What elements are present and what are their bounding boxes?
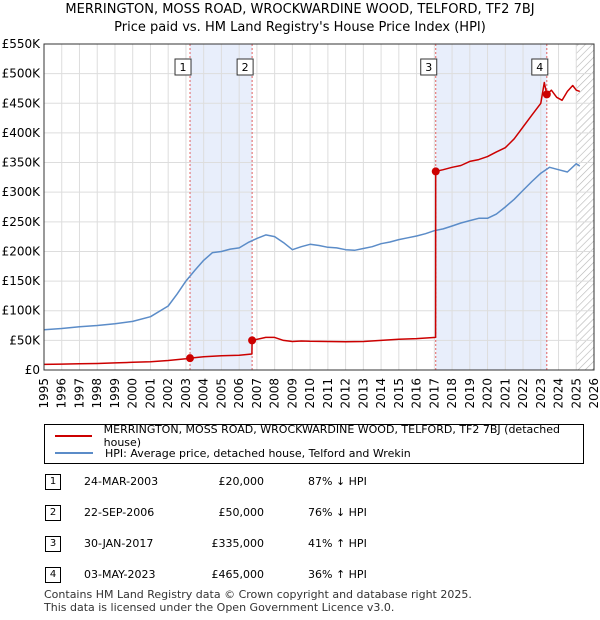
sale-label-box [174,58,192,76]
sale-number-badge: 1 [45,474,61,490]
footer-attribution: Contains HM Land Registry data © Crown c… [44,588,472,614]
future-hatch [576,44,594,370]
y-tick-label: £500K [2,67,42,81]
sale-price: £20,000 [218,475,265,488]
sale-marker [542,90,551,99]
y-tick-label: £300K [2,185,42,199]
x-tick-label: 2020 [481,378,495,409]
x-tick-label: 2021 [498,378,512,409]
sale-number-badge: 2 [45,505,61,521]
sale-hpi-comparison: 41% ↑ HPI [308,537,367,550]
legend-swatch-hpi [55,452,93,454]
x-tick-label: 2019 [463,378,477,409]
sale-price: £50,000 [218,506,265,519]
x-tick-label: 1999 [108,378,122,409]
table-row: 1 24-MAR-2003 £20,000 87% ↓ HPI [44,474,404,490]
sale-label: 3 [420,58,438,76]
sale-date: 03-MAY-2023 [84,568,156,581]
x-tick-label: 2023 [534,378,548,409]
chart-title-line1: MERRINGTON, MOSS ROAD, WROCKWARDINE WOOD… [65,2,535,17]
chart-title-line2: Price paid vs. HM Land Registry's House … [114,20,486,35]
sale-label-box [531,58,549,76]
chart-legend: MERRINGTON, MOSS ROAD, WROCKWARDINE WOOD… [44,423,584,464]
x-tick-label: 2026 [587,378,600,409]
sale-label: 4 [531,58,549,76]
x-tick-label: 2013 [356,378,370,409]
sale-label: 2 [236,58,254,76]
x-tick-label: 2016 [410,378,424,409]
y-tick-label: £250K [2,215,42,229]
x-tick-label: 2012 [339,378,353,409]
x-tick-label: 2007 [250,378,264,409]
x-tick-label: 2001 [143,378,157,409]
x-tick-label: 2010 [303,378,317,409]
sale-label-text: 3 [425,61,432,74]
x-tick-label: 2009 [285,378,299,409]
y-tick-label: £100K [2,304,42,318]
sale-label-box [420,58,438,76]
x-tick-label: 2006 [232,378,246,409]
x-tick-label: 2004 [197,378,211,409]
footer-line1: Contains HM Land Registry data © Crown c… [44,588,472,601]
footer-line2: This data is licensed under the Open Gov… [44,601,395,614]
sale-label-text: 2 [242,61,249,74]
sale-date: 30-JAN-2017 [84,537,154,550]
sale-label-box [236,58,254,76]
x-tick-label: 1996 [55,378,69,409]
x-tick-label: 2003 [179,378,193,409]
x-tick-label: 2024 [552,378,566,409]
x-tick-label: 2002 [161,378,175,409]
sale-date: 22-SEP-2006 [84,506,155,519]
sale-number-badge: 3 [45,536,61,552]
sale-number-badge: 4 [45,567,61,583]
y-tick-label: £400K [2,126,42,140]
sale-label: 1 [174,58,192,76]
ownership-shade [435,44,547,370]
sale-hpi-comparison: 76% ↓ HPI [308,506,367,519]
x-tick-label: 1995 [37,378,51,409]
chart-area: 1 2 3 4 £0 £50K £100K £150K £200K £250K £300K £350… [2,37,600,409]
sale-date: 24-MAR-2003 [84,475,159,488]
x-tick-label: 1997 [72,378,86,409]
sale-marker [248,336,257,345]
legend-label-hpi: HPI: Average price, detached house, Telf… [105,446,411,460]
y-tick-label: £0 [25,363,40,377]
sale-hpi-comparison: 87% ↓ HPI [308,475,367,488]
table-row: 4 03-MAY-2023 £465,000 36% ↑ HPI [44,567,404,583]
y-tick-label: £200K [2,244,42,258]
legend-label-property: MERRINGTON, MOSS ROAD, WROCKWARDINE WOOD… [103,423,561,449]
x-tick-label: 2000 [126,378,140,409]
y-tick-label: £50K [9,333,41,347]
hpi-line [43,162,581,331]
legend-item-hpi: HPI: Average price, detached house, Telf… [45,445,411,461]
x-tick-label: 1998 [90,378,104,409]
x-tick-label: 2017 [427,378,441,409]
y-tick-label: £150K [2,274,42,288]
x-tick-label: 2025 [569,378,583,409]
x-tick-label: 2014 [374,378,388,409]
sale-marker [186,354,195,363]
sale-hpi-comparison: 36% ↑ HPI [308,568,367,581]
y-tick-label: £550K [2,37,42,51]
y-tick-label: £450K [2,96,42,110]
x-tick-label: 2022 [516,378,530,409]
legend-swatch-property [55,435,92,437]
x-tick-label: 2018 [445,378,459,409]
x-tick-label: 2005 [214,378,228,409]
plot-frame [43,43,595,371]
sale-label-text: 1 [180,61,187,74]
sale-marker [431,167,440,176]
x-tick-label: 2011 [321,378,335,409]
table-row: 3 30-JAN-2017 £335,000 41% ↑ HPI [44,536,404,552]
x-tick-label: 2015 [392,378,406,409]
legend-item-property: MERRINGTON, MOSS ROAD, WROCKWARDINE WOOD… [45,423,583,449]
sale-price: £335,000 [211,537,265,550]
sale-label-text: 4 [536,61,543,74]
table-row: 2 22-SEP-2006 £50,000 76% ↓ HPI [44,505,404,521]
sale-price: £465,000 [211,568,265,581]
x-tick-label: 2008 [268,378,282,409]
y-tick-label: £350K [2,156,42,170]
